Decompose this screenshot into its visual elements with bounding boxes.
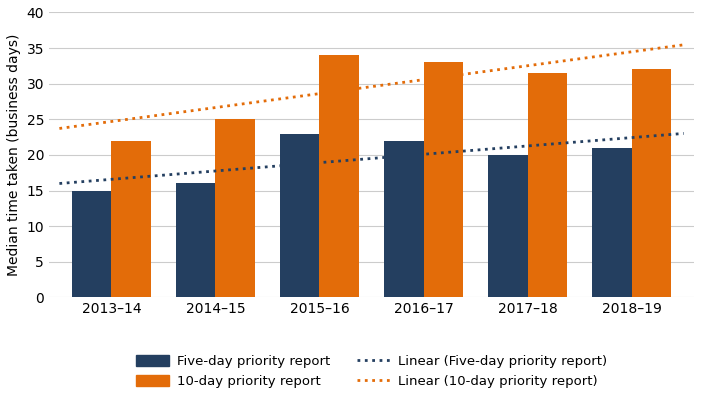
Bar [215, 119, 255, 297]
Bar [632, 69, 671, 297]
Bar [320, 55, 359, 297]
Y-axis label: Median time taken (business days): Median time taken (business days) [7, 34, 21, 276]
Bar [72, 190, 111, 297]
Legend: Five-day priority report, 10-day priority report, Linear (Five-day priority repo: Five-day priority report, 10-day priorit… [136, 355, 607, 388]
Bar [423, 62, 463, 297]
Bar [488, 155, 528, 297]
Bar [528, 73, 567, 297]
Bar [111, 141, 151, 297]
Bar [280, 133, 320, 297]
Bar [592, 148, 632, 297]
Bar [176, 183, 215, 297]
Bar [384, 141, 423, 297]
